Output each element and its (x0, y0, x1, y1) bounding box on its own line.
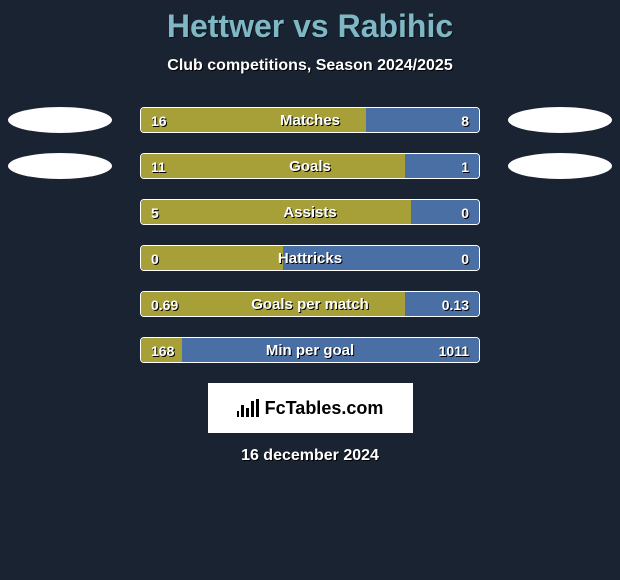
stat-row: Goals111 (0, 153, 620, 179)
stat-bar-right (182, 338, 479, 362)
stat-bar: Assists50 (140, 199, 480, 225)
stat-bar-right (411, 200, 479, 224)
stat-bar-left (141, 292, 405, 316)
player-image-placeholder-right (508, 153, 612, 179)
stat-bar-left (141, 338, 182, 362)
stat-bar: Matches168 (140, 107, 480, 133)
page-title: Hettwer vs Rabihic (0, 8, 620, 45)
stat-bar-left (141, 108, 366, 132)
stat-bar: Min per goal1681011 (140, 337, 480, 363)
stat-row: Goals per match0.690.13 (0, 291, 620, 317)
stat-bar: Hattricks00 (140, 245, 480, 271)
snapshot-date: 16 december 2024 (0, 447, 620, 465)
stat-bar-right (405, 154, 479, 178)
stat-bar-right (405, 292, 479, 316)
comparison-widget: Hettwer vs Rabihic Club competitions, Se… (0, 0, 620, 465)
stat-bar-left (141, 200, 411, 224)
stat-row: Min per goal1681011 (0, 337, 620, 363)
stat-bar-right (283, 246, 479, 270)
stat-bar: Goals111 (140, 153, 480, 179)
stat-row: Assists50 (0, 199, 620, 225)
stat-row: Hattricks00 (0, 245, 620, 271)
stat-bar-right (366, 108, 479, 132)
stat-row: Matches168 (0, 107, 620, 133)
page-subtitle: Club competitions, Season 2024/2025 (0, 57, 620, 75)
stat-bar-left (141, 154, 405, 178)
stat-bar: Goals per match0.690.13 (140, 291, 480, 317)
bar-chart-icon (237, 399, 259, 417)
stat-bar-left (141, 246, 283, 270)
player-image-placeholder-left (8, 153, 112, 179)
brand-text: FcTables.com (265, 398, 384, 419)
player-image-placeholder-left (8, 107, 112, 133)
stat-rows: Matches168 Goals111 Assists50 Hattricks00 Go… (0, 107, 620, 363)
player-image-placeholder-right (508, 107, 612, 133)
brand-badge: FcTables.com (208, 383, 413, 433)
